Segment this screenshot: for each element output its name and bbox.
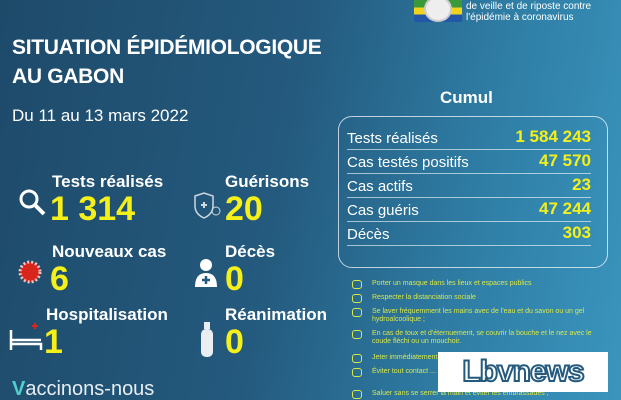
avoid-contact-icon	[352, 368, 362, 377]
advice-text: Jeter immédiatement ... laver les mains …	[372, 354, 498, 361]
stat-label-tests: Tests réalisés	[52, 172, 164, 191]
advice-item: Porter un masque dans les lieux et espac…	[352, 280, 612, 289]
date-range: Du 11 au 13 mars 2022	[12, 106, 189, 125]
shield-virus-icon	[192, 192, 224, 225]
cumul-title: Cumul	[440, 88, 493, 107]
advice-text: Saluer sans se serrer la main et éviter …	[372, 390, 549, 397]
row-value: 23	[572, 175, 591, 194]
stat-label-guerisons: Guérisons	[225, 172, 310, 191]
watermark-logo: Lbvnews	[438, 352, 608, 392]
greeting-icon	[352, 390, 362, 399]
logo-line1: de veille et de riposte contre	[466, 1, 592, 12]
mask-icon	[352, 280, 362, 289]
advice-text: Respecter la distanciation sociale	[372, 294, 476, 301]
trash-icon	[352, 354, 362, 363]
stat-label-nouveaux-cas: Nouveaux cas	[52, 242, 167, 261]
page-title: SITUATION ÉPIDÉMIOLOGIQUE AU GABON	[12, 33, 322, 91]
slogan-text: accinons-nous	[25, 378, 155, 400]
row-label: Tests réalisés	[347, 130, 438, 147]
advice-text: En cas de toux et d'éternuement, se couv…	[372, 330, 592, 345]
person-cross-icon	[194, 258, 218, 293]
advice-item: Saluer sans se serrer la main et éviter …	[352, 390, 612, 399]
advice-item: En cas de toux et d'éternuement, se couv…	[352, 330, 612, 346]
title-line2: AU GABON	[12, 65, 124, 88]
cumul-table: Tests réalisés 1 584 243 Cas testés posit…	[338, 116, 608, 268]
row-value: 47 244	[539, 199, 591, 218]
stat-value-nouveaux-cas: 6	[50, 260, 69, 298]
row-value: 47 570	[539, 151, 591, 170]
stat-value-tests: 1 314	[50, 190, 136, 228]
magnifier-icon	[18, 188, 48, 223]
stat-value-deces: 0	[225, 260, 244, 298]
table-row: Cas testés positifs 47 570	[347, 151, 591, 174]
table-row: Cas guéris 47 244	[347, 199, 591, 222]
vaccination-slogan: Vaccinons-nous	[12, 378, 154, 400]
table-row: Tests réalisés 1 584 243	[347, 127, 591, 150]
title-line1: SITUATION ÉPIDÉMIOLOGIQUE	[12, 36, 322, 59]
oxygen-tank-icon	[198, 320, 216, 363]
table-row: Cas actifs 23	[347, 175, 591, 198]
row-label: Cas guéris	[347, 202, 419, 219]
advice-item: Éviter tout contact ... et de la toux ;	[352, 368, 612, 377]
stat-value-reanimation: 0	[225, 323, 244, 361]
committee-logo-text: de veille et de riposte contre l'épidémi…	[466, 1, 591, 23]
row-label: Cas actifs	[347, 178, 413, 195]
distance-icon	[352, 294, 362, 303]
advice-text: Porter un masque dans les lieux et espac…	[372, 280, 532, 287]
advice-text: Se laver fréquemment les mains avec de l…	[372, 308, 585, 323]
virus-icon	[14, 256, 46, 293]
logo-line2: l'épidémie à coronavirus	[466, 12, 574, 23]
stat-label-reanimation: Réanimation	[225, 305, 328, 324]
row-value: 1 584 243	[515, 127, 591, 146]
stat-value-hospitalisation: 1	[44, 323, 63, 361]
stat-label-deces: Décès	[225, 242, 276, 261]
advice-item: Se laver fréquemment les mains avec de l…	[352, 308, 612, 324]
v-logo-icon: V	[12, 378, 26, 400]
row-value: 303	[562, 223, 591, 242]
handwash-icon	[352, 308, 362, 317]
advice-text: Éviter tout contact ... et de la toux ;	[372, 368, 480, 375]
row-label: Cas testés positifs	[347, 154, 469, 171]
hospital-bed-icon	[8, 320, 44, 357]
cough-icon	[352, 330, 362, 339]
table-row: Décès 303	[347, 223, 591, 246]
advice-item: Respecter la distanciation sociale	[352, 294, 612, 303]
seal-logo	[424, 0, 452, 22]
row-label: Décès	[347, 226, 390, 243]
advice-item: Jeter immédiatement ... laver les mains …	[352, 354, 612, 363]
stat-value-guerisons: 20	[225, 190, 263, 228]
watermark-text: Lbvnews	[440, 354, 606, 390]
stat-label-hospitalisation: Hospitalisation	[46, 305, 168, 324]
